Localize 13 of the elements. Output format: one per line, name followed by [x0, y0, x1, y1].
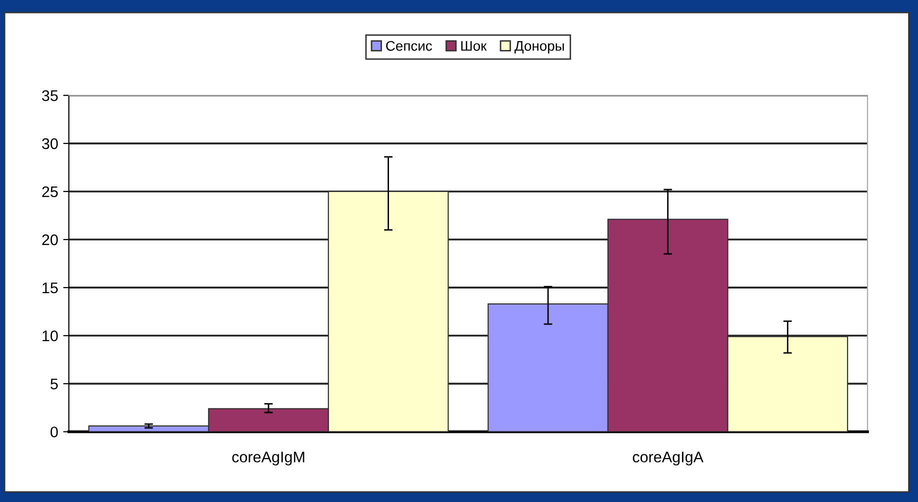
x-tick-label: coreAgIgA [632, 452, 704, 466]
y-tick-label: 15 [42, 282, 58, 294]
y-tick-label: 10 [42, 330, 58, 342]
y-tick-label: 5 [50, 378, 58, 390]
x-tick-label: coreAgIgM [232, 452, 304, 466]
y-tick-label: 30 [42, 138, 58, 150]
legend-label: Шок [461, 41, 487, 51]
y-tick-label: 25 [42, 186, 58, 198]
y-tick-label: 35 [42, 90, 58, 102]
legend-label: Доноры [514, 41, 564, 54]
legend-label: Сепсис [386, 40, 432, 51]
y-tick-label: 20 [42, 234, 58, 246]
y-tick-label: 0 [50, 426, 58, 438]
